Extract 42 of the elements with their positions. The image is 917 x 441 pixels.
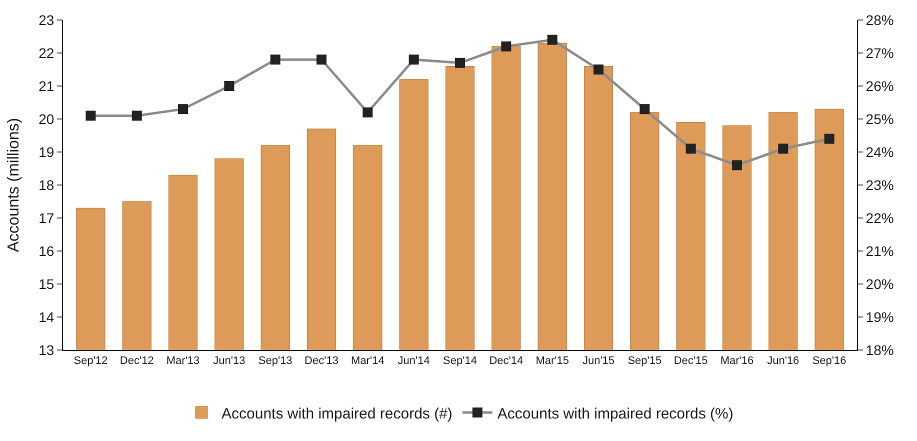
x-tick-label: Sep'16 <box>812 355 846 368</box>
y2-tick-label: 25% <box>866 110 894 127</box>
y2-tick-label: 28% <box>866 12 894 28</box>
y2-tick-label: 19% <box>866 308 894 325</box>
legend-label: Accounts with impaired records (%) <box>497 405 734 422</box>
x-tick-label: Dec'13 <box>304 355 338 368</box>
y-tick-label: 14 <box>38 308 54 325</box>
y-tick-label: 21 <box>38 78 54 94</box>
y-tick-label: 22 <box>38 44 54 61</box>
y-tick-label: 20 <box>38 110 54 127</box>
y-tick-label: 13 <box>38 342 54 358</box>
y-tick-label: 18 <box>38 176 54 193</box>
x-tick-label: Jun'13 <box>213 355 246 368</box>
x-tick-label: Mar'15 <box>536 355 569 368</box>
y-axis-title: Accounts (millions) <box>6 118 23 252</box>
y-tick-label: 19 <box>38 144 54 160</box>
x-tick-label: Mar'16 <box>720 355 754 368</box>
x-tick-label: Jun'15 <box>582 355 615 368</box>
x-tick-label: Mar'14 <box>351 355 384 368</box>
x-tick-label: Sep'13 <box>258 355 292 368</box>
x-tick-label: Mar'13 <box>166 355 200 368</box>
y2-tick-label: 21% <box>866 242 894 259</box>
x-tick-label: Dec'14 <box>489 355 524 368</box>
x-tick-label: Sep'15 <box>628 355 662 368</box>
y-tick-label: 23 <box>38 12 54 28</box>
y2-tick-label: 23% <box>866 176 894 193</box>
y-tick-label: 17 <box>38 210 54 226</box>
y-tick-label: 16 <box>38 242 54 259</box>
x-tick-label: Jun'16 <box>767 355 800 368</box>
legend-label: Accounts with impaired records (#) <box>222 405 452 422</box>
y2-tick-label: 26% <box>866 78 894 94</box>
y2-tick-label: 27% <box>866 44 894 61</box>
y2-tick-label: 20% <box>866 276 894 292</box>
y2-tick-label: 22% <box>866 210 894 226</box>
x-tick-label: Jun'14 <box>398 355 430 368</box>
x-tick-label: Dec'12 <box>120 355 154 368</box>
x-tick-label: Dec'15 <box>674 355 708 368</box>
y2-tick-label: 24% <box>866 144 894 160</box>
y2-tick-label: 18% <box>866 342 894 358</box>
x-tick-label: Sep'12 <box>74 355 108 368</box>
y-tick-label: 15 <box>38 276 54 292</box>
x-tick-label: Sep'14 <box>443 355 477 368</box>
